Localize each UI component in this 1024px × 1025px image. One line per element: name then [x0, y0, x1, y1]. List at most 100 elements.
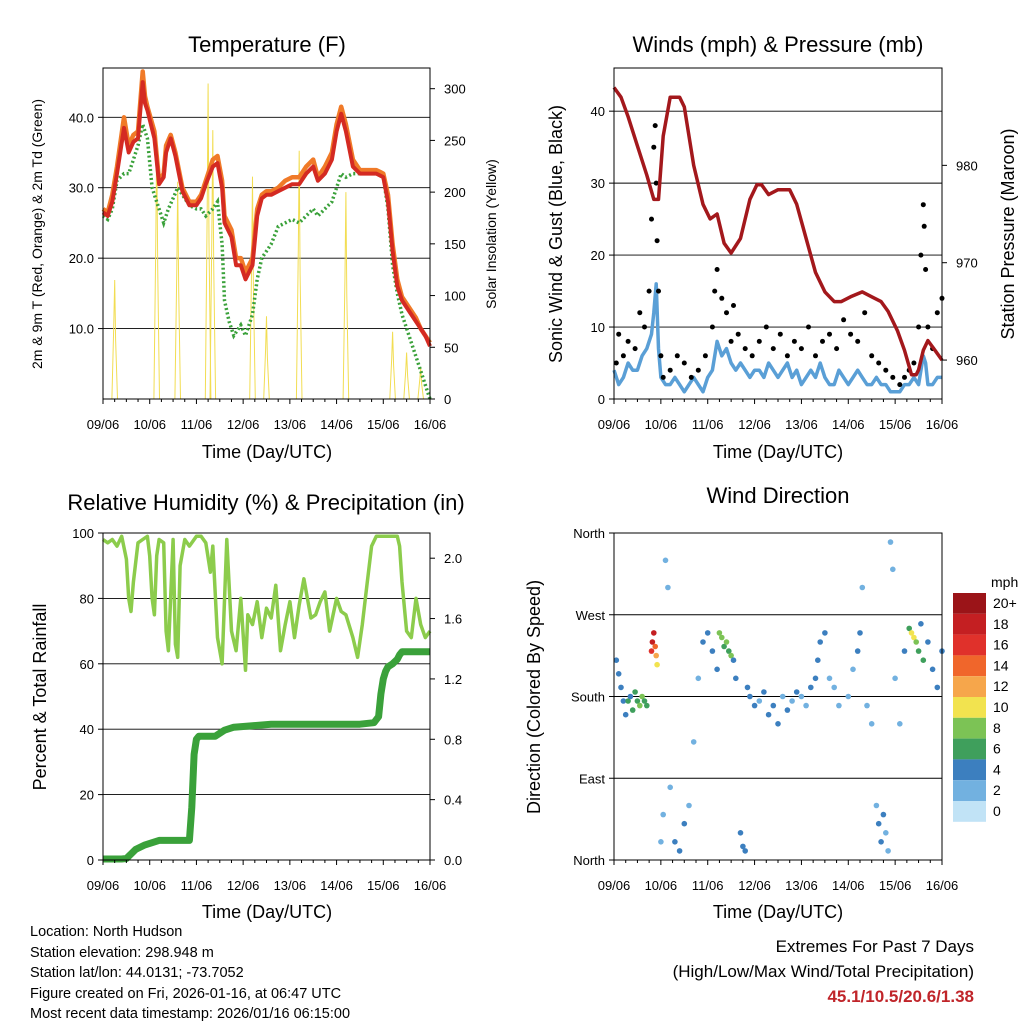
direction-point — [890, 566, 896, 573]
direction-point — [901, 648, 908, 654]
direction-point — [789, 698, 795, 704]
legend-swatch — [953, 676, 986, 697]
extremes-description: (High/Low/Max Wind/Total Precipitation) — [672, 962, 974, 981]
gust-point — [770, 346, 776, 352]
direction-point — [803, 702, 809, 709]
x-tick-label: 16/06 — [414, 417, 447, 432]
gust-point — [656, 288, 661, 294]
station-location: Location: North Hudson — [30, 924, 183, 940]
winds-frame — [613, 67, 943, 400]
direction-point — [672, 839, 678, 845]
gust-point — [834, 346, 840, 352]
gust-point — [688, 374, 694, 380]
gust-point — [784, 353, 790, 359]
legend-swatch — [953, 801, 986, 822]
humidity-ylabel: Percent & Total Rainfall — [30, 604, 50, 791]
x-tick-label: 11/06 — [181, 417, 213, 432]
station-latlon: Station lat/lon: 44.0131; -73.7052 — [30, 965, 244, 981]
legend-label: 0 — [993, 803, 1001, 819]
y2-tick-label: 980 — [956, 158, 978, 173]
y2-tick-label: 1.2 — [444, 672, 462, 687]
gust-point — [883, 367, 889, 373]
gust-point — [709, 324, 715, 330]
direction-point — [742, 848, 748, 854]
direction-point — [812, 675, 819, 682]
x-tick-label: 10/06 — [645, 417, 678, 432]
x-tick-label: 16/06 — [926, 417, 959, 432]
solar-spike — [249, 176, 256, 400]
direction-point — [641, 698, 648, 704]
direction-point — [737, 830, 744, 836]
direction-point — [880, 811, 887, 818]
temperature-ylabel: 2m & 9m T (Red, Orange) & 2m Td (Green) — [29, 99, 45, 369]
legend-label: 10 — [993, 699, 1009, 715]
direction-point — [648, 648, 655, 654]
direction-point — [868, 721, 875, 727]
pressure-line — [612, 86, 944, 377]
gust-point — [695, 367, 701, 373]
legend-swatch — [953, 634, 986, 656]
gust-point — [902, 374, 907, 380]
direction-point — [618, 684, 624, 691]
direction-point — [654, 661, 660, 668]
gust-point — [637, 310, 643, 316]
solar-spike — [295, 150, 303, 400]
x-tick-label: 10/06 — [645, 878, 678, 893]
direction-point — [719, 634, 725, 641]
gust-point — [702, 353, 708, 359]
y-tick-label: 40 — [80, 722, 94, 737]
gust-point — [651, 144, 657, 150]
solar-spike — [204, 83, 212, 400]
direction-point — [740, 843, 746, 850]
direction-point — [756, 698, 763, 704]
gust-point — [642, 324, 647, 330]
y-tick-label: 20.0 — [69, 251, 94, 266]
legend-swatch — [953, 613, 986, 635]
x-tick-label: 09/06 — [87, 878, 120, 893]
legend-label: 16 — [993, 637, 1009, 653]
solar-spike — [403, 352, 410, 400]
humidity-xlabel: Time (Day/UTC) — [202, 902, 332, 922]
direction-point — [765, 711, 772, 718]
solar-spike — [209, 130, 217, 400]
direction-point — [629, 707, 636, 713]
gust-point — [876, 360, 882, 366]
direction-point — [613, 657, 620, 663]
gust-point — [848, 331, 854, 337]
direction-point — [634, 698, 641, 704]
direction-point — [883, 830, 889, 836]
direction-point — [667, 784, 673, 791]
x-tick-label: 09/06 — [87, 417, 120, 432]
direction-point — [632, 689, 638, 695]
extremes-box: Extremes For Past 7 Days (High/Low/Max W… — [673, 934, 974, 1009]
gust-point — [862, 310, 868, 316]
direction-point — [651, 630, 657, 636]
gust-point — [620, 353, 626, 359]
x-tick-label: 14/06 — [320, 878, 353, 893]
temp-2m-line — [101, 80, 432, 348]
gust-point — [749, 353, 755, 359]
direction-point — [665, 584, 671, 591]
direction-point — [897, 721, 903, 727]
y-tick-label: 60 — [80, 657, 94, 672]
direction-point — [915, 648, 922, 654]
legend-swatch — [953, 780, 986, 801]
gust-point — [667, 367, 673, 373]
direction-point — [660, 811, 666, 818]
direction-point — [726, 648, 732, 654]
temperature-y2label: Solar Insolation (Yellow) — [483, 159, 499, 309]
gust-point — [652, 123, 658, 129]
gust-point — [897, 382, 903, 388]
x-tick-label: 14/06 — [832, 417, 865, 432]
gust-point — [658, 353, 664, 359]
y-tick-label: 0 — [87, 853, 94, 868]
direction-point — [649, 639, 656, 645]
direction-point — [934, 684, 941, 691]
direction-point — [622, 711, 629, 718]
temperature-xlabel: Time (Day/UTC) — [202, 442, 332, 462]
y2-tick-label: 1.6 — [444, 612, 462, 627]
direction-point — [730, 657, 737, 663]
direction-point — [662, 557, 669, 564]
direction-point — [887, 539, 894, 545]
gust-point — [911, 360, 917, 366]
